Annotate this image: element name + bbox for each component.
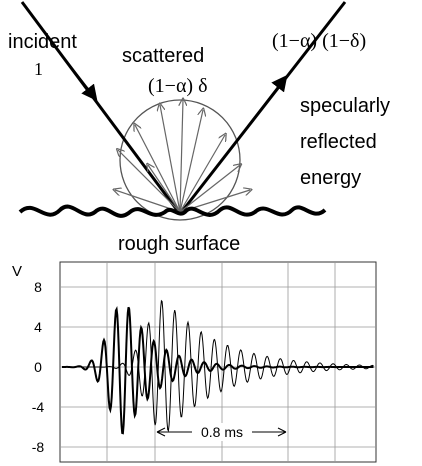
incident-ray — [20, 1, 182, 215]
plot-frame — [59, 261, 377, 463]
waveform — [62, 299, 374, 433]
label-bg — [192, 423, 252, 441]
arrow-head — [156, 427, 287, 437]
label: specularly — [300, 95, 390, 117]
scattered-arrows — [115, 100, 250, 213]
y-tick-label: -4 — [32, 399, 45, 415]
label: 1 — [34, 59, 43, 79]
label: scattered — [122, 45, 204, 67]
y-tick-label: -8 — [32, 439, 45, 455]
interval-label: 0.8 ms — [201, 424, 243, 440]
y-axis-label: V — [12, 263, 22, 280]
reflected-arrow — [247, 74, 288, 127]
label: (1−α) (1−δ) — [272, 30, 366, 52]
label: (1−α) δ — [148, 75, 208, 97]
rough-surface — [18, 204, 327, 218]
y-tick-label: 4 — [34, 319, 42, 335]
label: incident — [8, 31, 77, 53]
y-tick-label: 8 — [34, 279, 42, 295]
label: reflected — [300, 131, 377, 153]
plot: 8 4 0 -4 -8 0.8 ms — [32, 262, 376, 462]
label: rough surface — [118, 233, 240, 255]
label: energy — [300, 167, 361, 189]
incident-arrow — [63, 57, 98, 102]
y-tick-label: 0 — [34, 359, 42, 375]
